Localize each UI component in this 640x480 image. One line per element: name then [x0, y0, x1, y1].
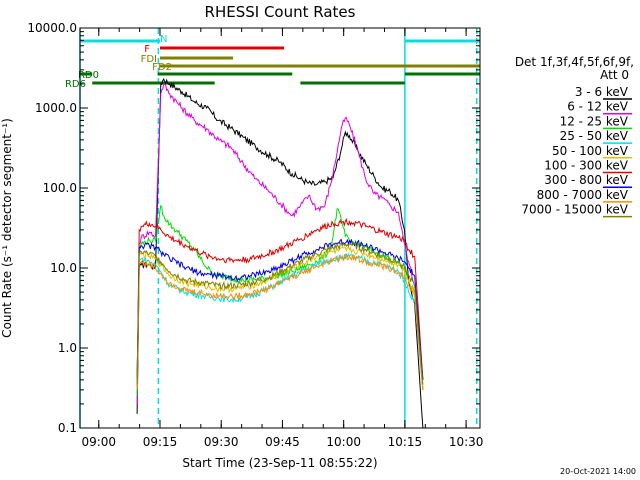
state-bar-label-fd2: FD2 — [152, 62, 172, 73]
series-800-7000-kev — [136, 253, 424, 390]
legend-label-12-25-kev: 12 - 25 keV — [560, 114, 629, 128]
y-tick-label-6: 10000.0 — [27, 21, 77, 35]
x-tick-label-5: 10:00 — [326, 435, 361, 449]
x-tick-label-1: 09:00 — [81, 435, 116, 449]
x-tick-label-3: 09:30 — [204, 435, 239, 449]
legend-label-100-300-kev: 100 - 300 keV — [544, 159, 628, 173]
y-tick-label-1: 0.1 — [58, 421, 77, 435]
series-12-25-kev — [136, 204, 424, 397]
legend-label-3-6-kev: 3 - 6 keV — [575, 85, 629, 99]
series-3-6-kev — [136, 78, 424, 429]
series-6-12-kev — [136, 83, 424, 404]
state-bar-label-fdi: FDI — [141, 54, 157, 65]
legend-header-line2: Att 0 — [600, 68, 629, 82]
x-tick-label-7: 10:30 — [449, 435, 484, 449]
x-tick-label-6: 10:15 — [388, 435, 423, 449]
y-tick-label-2: 1.0 — [58, 341, 77, 355]
y-tick-label-4: 100.0 — [43, 181, 77, 195]
x-tick-label-2: 09:15 — [143, 435, 178, 449]
plot-frame — [79, 27, 481, 429]
series-7000-15000-kev — [136, 241, 424, 385]
y-axis-label: Count Rate (s⁻¹ detector segment⁻¹) — [0, 118, 14, 338]
y-tick-label-3: 10.0 — [50, 261, 77, 275]
footer-date: 20-Oct-2021 14:00 — [560, 467, 636, 476]
legend-label-25-50-kev: 25 - 50 keV — [560, 129, 629, 143]
legend-label-800-7000-kev: 800 - 7000 keV — [537, 188, 629, 202]
x-tick-label-4: 09:45 — [265, 435, 300, 449]
chart-title: RHESSI Count Rates — [205, 3, 356, 21]
legend-label-7000-15000-kev: 7000 - 15000 keV — [521, 203, 628, 217]
y-tick-label-5: 1000.0 — [35, 101, 77, 115]
series-100-300-kev — [136, 217, 424, 380]
legend-header-line1: Det 1f,3f,4f,5f,6f,9f, — [515, 55, 634, 69]
state-bar-label-rd6: RD6 — [65, 79, 86, 90]
legend-label-50-100-kev: 50 - 100 keV — [552, 144, 629, 158]
state-bar-label-rd0: RD0 — [78, 70, 99, 81]
legend-label-6-12-kev: 6 - 12 keV — [567, 100, 629, 114]
legend: Det 1f,3f,4f,5f,6f,9f, Att 0 3 - 6 keV6 … — [515, 55, 634, 218]
x-axis-label: Start Time (23-Sep-11 08:55:22) — [182, 456, 377, 470]
series-300-800-kev — [136, 238, 424, 380]
series-25-50-kev — [136, 252, 424, 390]
state-bar-label-f: F — [144, 44, 150, 55]
legend-label-300-800-kev: 300 - 800 keV — [544, 173, 628, 187]
state-bar-label-n: N — [160, 34, 167, 45]
